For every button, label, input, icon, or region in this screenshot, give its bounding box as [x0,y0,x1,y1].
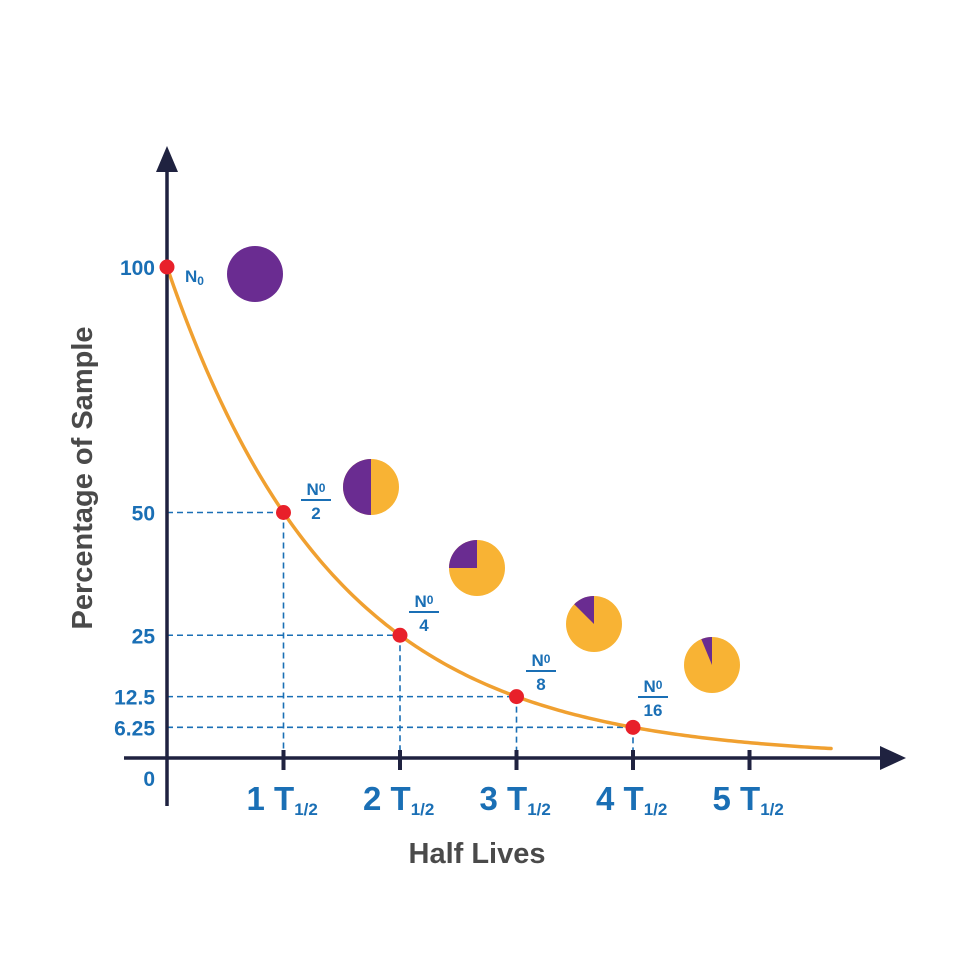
fraction-numerator-4: N0 [644,677,663,696]
fraction-numerator-1: N0 [307,480,326,499]
y-axis-title: Percentage of Sample [67,327,99,630]
data-point-0 [159,259,175,275]
axes [124,146,906,806]
labels: 1 T1/2 2 T1/2 3 T1/2 4 T1/2 5 T1/2 100 50 25 12.… [67,257,784,870]
fraction-numerator-3: N0 [532,651,551,670]
data-point-4 [625,719,641,735]
point-fraction-3: N08 [526,651,556,694]
pie-remaining-1 [343,459,371,515]
x-axis-arrow [880,746,906,770]
fraction-denominator-4: 16 [644,701,663,720]
data-points [159,259,641,735]
decay-curve-group [165,265,833,751]
sample-pies [227,246,740,693]
fraction-denominator-2: 4 [419,616,429,635]
point-fraction-2: N04 [409,592,439,635]
point-label-0: N0 [185,267,204,288]
x-tick-label-4: 4 T1/2 [596,780,667,819]
data-point-3 [509,689,524,705]
pie-3 [566,596,622,652]
pie-4 [684,636,740,693]
x-tick-label-5: 5 T1/2 [713,780,784,819]
y-tick-label-2: 50 [132,503,155,526]
pie-2 [449,540,505,596]
pie-1 [343,459,399,515]
y-tick-label-1: 100 [120,257,155,280]
x-tick-label-1: 1 T1/2 [247,780,318,819]
y-axis-arrow [156,146,178,172]
pie-remaining-3 [574,596,594,624]
fraction-denominator-1: 2 [311,504,320,523]
fraction-numerator-2: N0 [415,592,434,611]
pie-remaining-2 [449,540,477,568]
x-axis-title: Half Lives [409,838,546,870]
y-tick-label-3: 25 [132,625,156,648]
x-tick-label-2: 2 T1/2 [363,780,434,819]
fraction-denominator-3: 8 [536,675,545,694]
data-point-1 [276,505,291,520]
origin-label: 0 [143,768,155,791]
pie-0 [227,246,283,302]
data-point-2 [392,627,408,643]
pie-remaining-0 [227,246,283,302]
y-tick-label-4: 12.5 [114,687,155,710]
decay-curve [165,265,833,751]
pie-remaining-4 [701,636,712,665]
point-fraction-1: N02 [301,480,331,523]
y-tick-label-5: 6.25 [114,717,155,740]
x-tick-label-3: 3 T1/2 [480,780,551,819]
